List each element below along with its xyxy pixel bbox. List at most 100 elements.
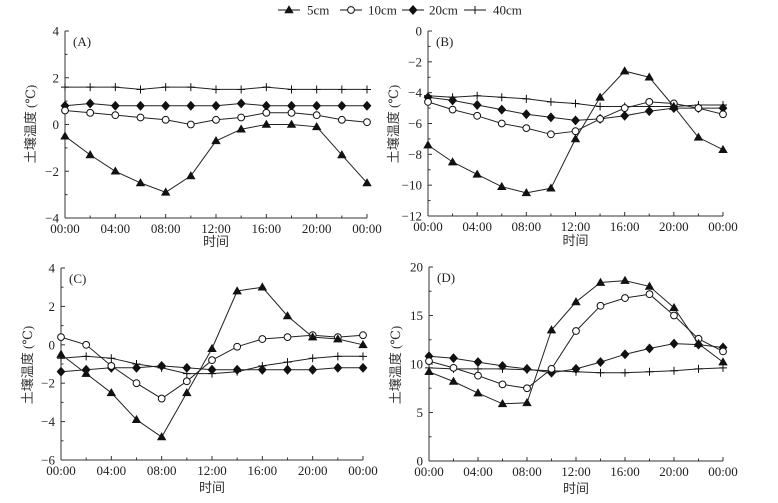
series-5cm [56, 282, 368, 441]
panel-label: (B) [436, 34, 453, 49]
data-point-20cm-core [263, 102, 270, 110]
data-point-10cm [287, 108, 296, 117]
data-point-5cm [60, 131, 70, 140]
x-tick-label: 00:00 [348, 463, 378, 478]
data-point-20cm-core [621, 112, 628, 119]
data-point-5cm [693, 132, 704, 141]
data-point-5cm [423, 140, 433, 149]
data-point-10cm [136, 113, 145, 122]
data-point-10cm [497, 119, 506, 128]
series-20cm [424, 338, 728, 378]
legend-label: 40cm [493, 3, 522, 18]
data-point-10cm [449, 363, 458, 372]
data-point-5cm [85, 150, 95, 159]
legend-item-10cm: 10cm [340, 3, 397, 18]
data-point-5cm [718, 357, 728, 366]
data-point-20cm-core [212, 102, 220, 110]
data-point-10cm [157, 394, 166, 403]
x-tick-label: 12:00 [561, 219, 591, 234]
data-point-10cm [645, 290, 654, 299]
data-point-5cm [156, 432, 167, 441]
data-point-5cm [718, 144, 728, 154]
panel-a: −4 −2 0 2 4 00:00 04:00 08:00 12:00 16:00 20:00 00:… [23, 24, 382, 250]
data-point-40cm [596, 368, 605, 377]
legend-marker-plus [471, 6, 479, 14]
data-point-10cm [233, 342, 242, 351]
data-point-20cm-core [450, 354, 457, 362]
data-point-20cm-core [523, 365, 531, 373]
data-point-10cm [212, 115, 220, 124]
data-point-5cm [497, 398, 508, 408]
data-point-10cm [237, 113, 246, 122]
data-point-20cm-core [162, 102, 169, 110]
data-point-20cm-core [449, 97, 456, 104]
data-point-20cm-core [572, 117, 579, 124]
y-axis-title: 土壤温度 (℃) [23, 85, 38, 163]
data-point-40cm [363, 85, 371, 94]
legend: 5cm 10cm 20cm 40cm [278, 3, 522, 18]
x-tick-label: 12:00 [561, 464, 591, 479]
data-point-40cm [473, 91, 482, 100]
data-point-5cm [669, 101, 679, 110]
legend-label: 10cm [368, 3, 397, 18]
data-point-40cm [694, 364, 703, 373]
data-point-40cm [136, 85, 145, 94]
data-point-5cm [186, 171, 196, 180]
data-point-20cm-core [137, 102, 144, 110]
data-point-40cm [571, 99, 580, 108]
data-point-10cm [523, 384, 531, 393]
data-point-5cm [546, 183, 556, 192]
data-point-5cm [337, 150, 347, 159]
data-point-20cm-core [259, 366, 266, 373]
data-point-40cm [283, 358, 292, 367]
data-point-5cm [261, 119, 272, 128]
data-point-5cm [644, 281, 655, 290]
data-point-5cm [693, 338, 704, 347]
series-10cm [424, 98, 727, 139]
data-point-40cm [86, 83, 95, 92]
data-point-20cm-core [158, 362, 165, 370]
legend-marker-open-circle [347, 6, 355, 14]
series-20cm [60, 98, 372, 111]
x-tick-label: 00:00 [708, 219, 738, 234]
data-point-5cm [236, 124, 246, 133]
series-20cm [423, 92, 728, 126]
y-tick-label: 15 [410, 308, 423, 323]
data-point-10cm [262, 108, 271, 117]
y-tick-label: 0 [49, 337, 56, 352]
data-point-10cm [474, 371, 482, 380]
panels: −4 −2 0 2 4 00:00 04:00 08:00 12:00 16:00 20:00 00:… [20, 24, 738, 497]
data-point-10cm [522, 124, 531, 133]
data-point-20cm-core [719, 104, 727, 112]
legend-item-5cm: 5cm [278, 3, 329, 18]
data-point-10cm [719, 347, 727, 356]
y-axis-title: 土壤温度 (℃) [388, 326, 403, 404]
data-point-10cm [596, 301, 605, 310]
data-point-5cm [620, 275, 630, 284]
data-point-40cm [333, 352, 342, 361]
series-20cm [56, 360, 368, 377]
legend-item-40cm: 40cm [464, 3, 522, 18]
data-point-5cm [282, 311, 293, 320]
data-point-10cm [670, 311, 678, 320]
data-point-20cm-core [183, 364, 191, 372]
data-point-20cm-core [670, 340, 678, 347]
x-tick-label: 00:00 [413, 219, 443, 234]
data-point-5cm [56, 349, 66, 358]
data-point-10cm [596, 114, 604, 123]
data-point-10cm [57, 333, 65, 342]
data-point-20cm-core [112, 102, 119, 110]
y-tick-label: −12 [402, 209, 422, 224]
data-point-5cm [497, 181, 507, 191]
data-point-20cm-core [474, 358, 482, 366]
data-point-10cm [182, 377, 191, 386]
data-point-10cm [448, 105, 457, 114]
data-point-10cm [359, 331, 367, 340]
data-point-20cm-core [284, 366, 291, 373]
x-tick-label: 16:00 [252, 221, 282, 236]
y-tick-label: 0 [417, 454, 424, 469]
data-point-5cm [447, 157, 458, 166]
panel-c: −6 −4 −2 0 2 4 00:00 04:00 08:00 12:00 16:00 20:00 0… [20, 261, 378, 496]
data-point-20cm-core [363, 102, 371, 110]
